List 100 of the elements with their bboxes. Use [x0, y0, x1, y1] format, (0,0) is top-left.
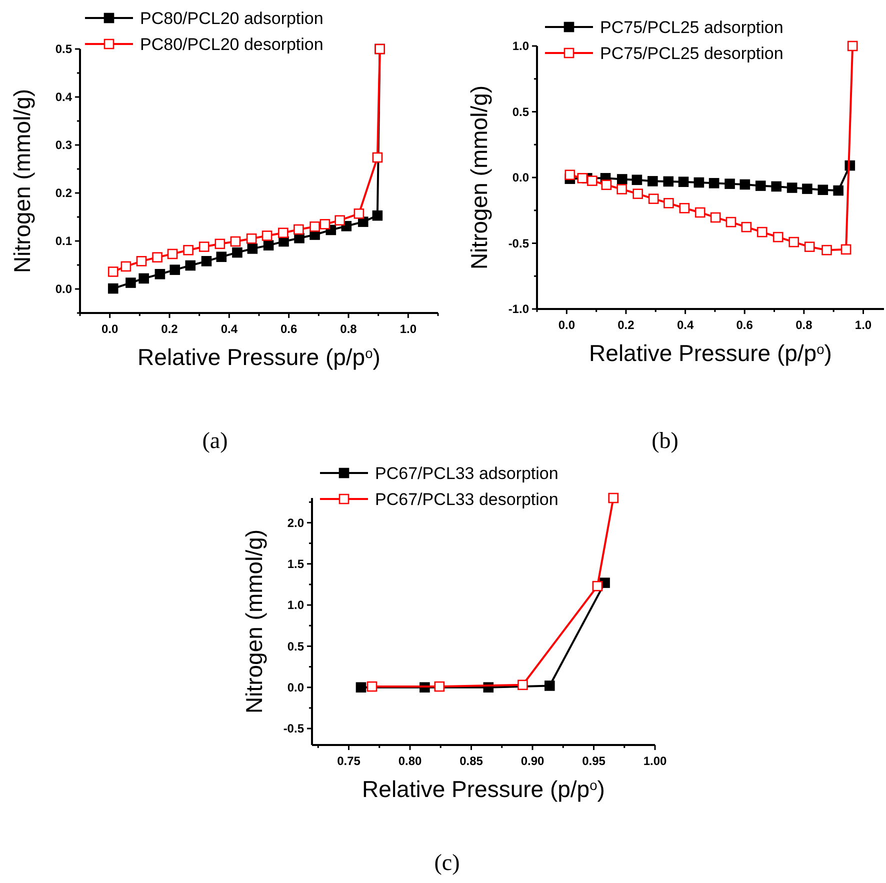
point [632, 188, 643, 199]
point [201, 256, 212, 266]
point [334, 215, 345, 226]
y-tick-label: 1.5 [287, 557, 304, 572]
legend-label: PC80/PCL20 adsorption [140, 8, 324, 28]
y-tick-label: -1.0 [508, 302, 530, 316]
x-tick-label: 0.4 [220, 322, 238, 336]
x-tick-label: 0.6 [280, 322, 298, 336]
point [518, 680, 528, 690]
point [294, 224, 304, 235]
x-tick-label: 1.0 [854, 318, 872, 332]
x-tick-label: 0.6 [736, 318, 754, 332]
point [724, 178, 735, 189]
point [356, 682, 366, 693]
point [372, 152, 383, 163]
text: (b) [652, 428, 678, 454]
point [136, 256, 147, 266]
x-axis-title: Relative Pressure (p/p$^{o}$) [589, 340, 832, 366]
point [154, 268, 166, 280]
point [138, 273, 149, 284]
y-tick-label: 0.5 [287, 639, 304, 654]
point [262, 230, 272, 241]
point [772, 232, 784, 242]
y-tick-label: 0.0 [287, 680, 304, 695]
point [756, 226, 768, 238]
x-tick-label: 0.2 [161, 322, 178, 336]
text: (a) [202, 428, 228, 454]
point [802, 184, 812, 194]
point [648, 194, 659, 204]
point [616, 174, 628, 184]
point [804, 242, 815, 252]
point [679, 202, 690, 214]
point [755, 180, 766, 191]
point [152, 252, 162, 262]
point [263, 240, 274, 250]
point [294, 232, 304, 244]
point [694, 207, 706, 218]
point [366, 681, 378, 692]
x-tick-label: 0.95 [582, 754, 606, 768]
point [216, 252, 227, 262]
point [786, 182, 798, 193]
x-tick-label: 0.85 [460, 754, 484, 768]
point [564, 170, 576, 180]
x-tick-label: 0.0 [558, 318, 576, 332]
x-tick-label: 0.0 [101, 322, 118, 336]
point [616, 184, 627, 194]
point [587, 176, 598, 186]
point [320, 219, 330, 230]
point [198, 242, 210, 252]
x-tick-label: 0.75 [337, 754, 361, 768]
y-tick-label: -0.5 [283, 722, 304, 736]
point [167, 248, 178, 260]
point [544, 680, 555, 691]
point [847, 40, 858, 52]
y-tick-label: 0.5 [55, 42, 72, 56]
x-tick-label: 0.2 [618, 318, 635, 332]
point [632, 174, 642, 186]
point [608, 492, 618, 504]
legend-label: PC67/PCL33 adsorption [375, 464, 558, 483]
x-tick-label: 1.00 [643, 754, 667, 768]
x-axis-title: Relative Pressure (p/p$^{o}$) [362, 776, 605, 802]
text: (c) [434, 850, 460, 876]
point [664, 198, 674, 208]
legend-label: PC80/PCL20 desorption [140, 34, 324, 54]
point [108, 266, 118, 277]
point [214, 238, 226, 250]
point [232, 247, 242, 258]
y-tick-label: 0.5 [512, 104, 530, 119]
y-axis-title: Nitrogen (mmol/g) [241, 529, 267, 714]
point [788, 236, 799, 248]
y-tick-label: 0.2 [55, 186, 72, 200]
point [818, 184, 828, 196]
legend-label: PC67/PCL33 desorption [375, 490, 558, 509]
x-tick-label: 0.90 [520, 754, 544, 768]
x-tick-label: 0.8 [340, 322, 358, 336]
y-tick-label: -0.5 [508, 236, 530, 250]
point [354, 208, 364, 219]
point [840, 244, 852, 255]
point [434, 681, 445, 692]
point [741, 222, 752, 232]
y-tick-label: 0.3 [55, 138, 72, 152]
point [108, 283, 118, 294]
y-axis-title: Nitrogen (mmol/g) [466, 85, 492, 270]
point [185, 260, 196, 271]
x-tick-label: 1.0 [400, 322, 417, 336]
point [592, 580, 603, 592]
point [740, 179, 750, 190]
legend-label: PC75/PCL25 adsorption [600, 18, 784, 37]
point [694, 177, 704, 188]
x-tick-label: 0.80 [398, 754, 422, 768]
point [372, 210, 383, 221]
point [183, 244, 194, 256]
point [710, 212, 721, 223]
x-tick-label: 0.4 [676, 318, 694, 332]
point [230, 236, 241, 247]
point [833, 185, 844, 196]
x-axis-title: Relative Pressure (p/p$^{o}$) [138, 344, 380, 370]
y-tick-label: 2.0 [287, 516, 304, 530]
point [771, 181, 782, 192]
y-axis-title: Nitrogen (mmol/g) [9, 88, 35, 274]
